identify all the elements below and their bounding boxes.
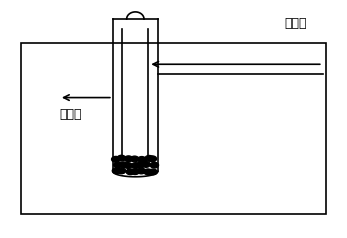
Circle shape bbox=[142, 162, 150, 167]
Circle shape bbox=[119, 162, 128, 168]
Bar bbox=[21, 43, 326, 214]
Circle shape bbox=[149, 169, 157, 175]
Circle shape bbox=[136, 162, 145, 168]
Circle shape bbox=[138, 157, 146, 162]
Text: 气体出: 气体出 bbox=[59, 108, 82, 121]
Circle shape bbox=[113, 162, 122, 168]
Text: 气体入: 气体入 bbox=[285, 17, 307, 30]
Circle shape bbox=[137, 168, 145, 174]
Circle shape bbox=[131, 169, 139, 174]
Circle shape bbox=[148, 156, 156, 162]
Circle shape bbox=[117, 168, 126, 174]
Circle shape bbox=[150, 162, 159, 168]
Circle shape bbox=[112, 156, 120, 162]
Circle shape bbox=[117, 155, 126, 161]
Circle shape bbox=[144, 169, 152, 175]
Circle shape bbox=[124, 163, 132, 168]
Circle shape bbox=[126, 169, 135, 175]
Circle shape bbox=[130, 156, 139, 162]
Circle shape bbox=[112, 168, 121, 174]
Circle shape bbox=[145, 155, 153, 161]
Circle shape bbox=[124, 156, 133, 162]
Circle shape bbox=[132, 163, 140, 169]
